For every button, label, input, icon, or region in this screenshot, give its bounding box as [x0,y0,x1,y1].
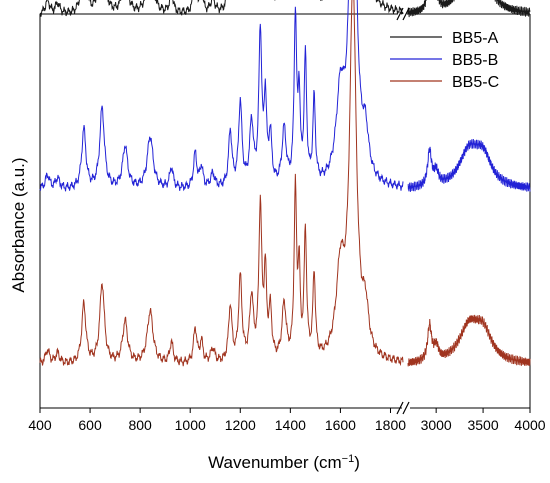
series-line-BB5-B-seg2 [407,138,531,192]
axis-break-marks [396,7,410,415]
axis-break-top-2 [402,7,410,21]
series-line-BB5-A-seg1 [39,0,404,17]
legend-label-BB5-B: BB5-B [452,52,498,69]
x-axis-ticks: 400 600 800 1000 1200 1400 1600 1800 3000 3500 400… [28,408,546,433]
x-tick-label-1800: 1800 [375,417,406,433]
x-axis-label: Wavenumber (cm−1) [208,453,360,472]
x-tick-label-1000: 1000 [175,417,206,433]
spectra-curves [39,0,531,367]
x-tick-label-1400: 1400 [275,417,306,433]
x-tick-label-1200: 1200 [225,417,256,433]
series-BB5-B [39,0,531,192]
axis-break-bottom-1 [396,401,404,415]
x-tick-label-800: 800 [128,417,152,433]
axis-break-top-1 [396,7,404,21]
legend-label-BB5-C: BB5-C [452,74,499,91]
series-BB5-A [39,0,531,18]
series-line-BB5-C-seg1 [39,0,404,367]
series-line-BB5-C-seg2 [407,314,531,367]
x-tick-label-1600: 1600 [325,417,356,433]
x-tick-label-600: 600 [78,417,102,433]
x-tick-label-4000: 4000 [514,417,545,433]
series-line-BB5-B-seg1 [39,0,404,192]
x-tick-label-3500: 3500 [467,417,498,433]
legend: BB5-A BB5-B BB5-C [390,30,499,91]
x-axis-label-main: Wavenumber (cm [208,453,342,472]
legend-label-BB5-A: BB5-A [452,30,499,47]
x-tick-label-3000: 3000 [421,417,452,433]
series-line-BB5-A-seg2 [407,0,531,18]
axis-break-bottom-2 [402,401,410,415]
series-BB5-C [39,0,531,367]
plot-frame [39,13,531,409]
x-axis-label-superscript: −1 [342,453,355,465]
y-axis-label: Absorbance (a.u.) [9,157,28,292]
x-axis-label-suffix: ) [354,453,360,472]
x-tick-label-400: 400 [28,417,52,433]
